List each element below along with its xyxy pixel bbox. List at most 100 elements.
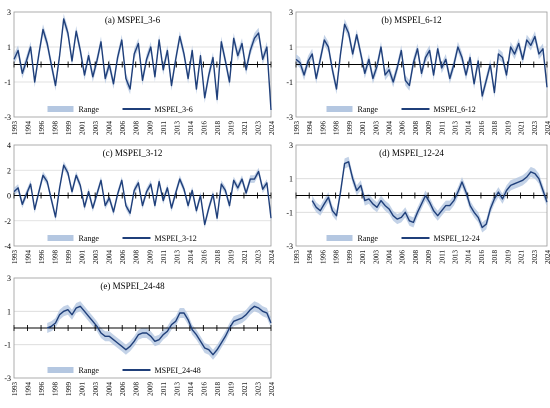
x-tick-label: 2018 [491, 250, 499, 265]
x-tick-label: 1994 [25, 382, 33, 397]
panel-title: (b) MSPEI_6-12 [381, 15, 441, 25]
x-tick-label: 2009 [425, 121, 433, 136]
y-tick-label: 3 [289, 8, 293, 17]
y-tick-label: -1 [4, 341, 11, 350]
x-tick-label: 2011 [160, 250, 168, 264]
x-tick-label: 2006 [399, 250, 407, 265]
legend-range-swatch [47, 367, 74, 373]
x-tick-label: 2008 [412, 250, 420, 265]
x-tick-label: 2006 [119, 250, 127, 265]
x-tick-label: 1996 [319, 250, 327, 265]
x-tick-label: 2008 [412, 121, 420, 136]
x-tick-label: 2001 [79, 382, 87, 397]
x-tick-label: 2001 [359, 121, 367, 136]
x-tick-label: 2004 [106, 250, 114, 265]
x-tick-label: 1994 [25, 250, 33, 265]
x-tick-label: 1993 [11, 382, 19, 397]
x-tick-label: 1999 [65, 250, 73, 265]
y-tick-label: -1 [286, 208, 293, 217]
x-tick-label: 2003 [92, 121, 100, 136]
legend-range-swatch [326, 106, 353, 112]
x-tick-label: 2013 [452, 250, 460, 265]
x-tick-label: 2014 [187, 382, 195, 397]
x-tick-label: 1999 [65, 382, 73, 397]
x-tick-label: 2008 [133, 121, 141, 136]
x-tick-label: 2009 [425, 250, 433, 265]
x-tick-label: 2016 [200, 382, 208, 397]
x-tick-label: 2024 [268, 382, 276, 397]
y-tick-label: 3 [7, 8, 11, 17]
x-tick-label: 2024 [268, 121, 276, 136]
x-tick-label: 1998 [52, 382, 60, 397]
legend-range-label: Range [79, 234, 100, 243]
y-tick-label: -3 [4, 374, 11, 383]
series-line [295, 23, 548, 97]
y-tick-label: 1 [289, 43, 293, 52]
x-tick-label: 2018 [214, 250, 222, 265]
x-tick-label: 2013 [173, 121, 181, 136]
x-tick-label: 2019 [227, 382, 235, 397]
legend-line-label: MSPEI_12-24 [434, 234, 480, 243]
legend-range-swatch [47, 235, 74, 241]
x-tick-label: 2009 [146, 121, 154, 136]
panel-title: (a) MSPEI_3-6 [105, 15, 161, 25]
x-tick-label: 2004 [106, 121, 114, 136]
x-tick-label: 2021 [518, 121, 526, 136]
series-line [13, 164, 272, 226]
x-tick-label: 2016 [200, 250, 208, 265]
x-tick-label: 1999 [346, 121, 354, 136]
x-tick-label: 1993 [293, 121, 301, 136]
y-tick-label: 2 [7, 166, 11, 175]
x-tick-label: 1993 [11, 250, 19, 265]
x-tick-label: 2021 [241, 121, 249, 136]
x-tick-label: 2021 [241, 382, 249, 397]
x-tick-label: 2008 [133, 382, 141, 397]
legend-range-label: Range [358, 234, 379, 243]
chart-panel-2: -3 -1 1 3 1993 1994 1996 1998 1999 2001 2003 2004 20… [286, 8, 550, 135]
legend-range-label: Range [79, 105, 100, 114]
y-tick-label: -1 [4, 78, 11, 87]
x-tick-label: 2003 [92, 250, 100, 265]
x-tick-label: 2024 [544, 250, 550, 265]
x-tick-label: 2003 [372, 250, 380, 265]
x-tick-label: 2011 [160, 121, 168, 135]
y-tick-label: 1 [289, 175, 293, 184]
x-tick-label: 2001 [79, 250, 87, 265]
range-band [312, 156, 547, 233]
x-tick-label: 2004 [385, 121, 393, 136]
x-tick-label: 2021 [518, 250, 526, 265]
range-band [296, 19, 547, 102]
y-tick-label: 1 [7, 307, 11, 316]
legend-line-label: MSPEI_3-6 [155, 105, 193, 114]
x-tick-label: 2009 [146, 250, 154, 265]
panel-title: (c) MSPEI_3-12 [103, 148, 163, 158]
x-tick-label: 1998 [52, 250, 60, 265]
x-tick-label: 1998 [333, 250, 341, 265]
x-tick-label: 2018 [491, 121, 499, 136]
y-tick-label: -3 [286, 113, 293, 122]
x-tick-label: 2018 [214, 382, 222, 397]
x-tick-label: 2004 [385, 250, 393, 265]
x-tick-label: 1994 [306, 250, 314, 265]
x-tick-label: 2024 [268, 250, 276, 265]
x-tick-label: 2023 [254, 121, 262, 136]
chart-panel-4: -3 -1 1 3 1993 1994 1996 1998 1999 2001 2003 2004 20… [286, 141, 550, 264]
x-tick-label: 2013 [452, 121, 460, 136]
x-tick-label: 1993 [11, 121, 19, 136]
x-tick-label: 2003 [372, 121, 380, 136]
y-tick-label: 3 [289, 141, 293, 150]
y-tick-label: 1 [7, 43, 11, 52]
panel-title: (d) MSPEI_12-24 [379, 148, 444, 158]
x-tick-label: 2023 [531, 121, 539, 136]
legend-line-label: MSPEI_6-12 [434, 105, 476, 114]
series-line [311, 161, 548, 229]
x-tick-label: 2003 [92, 382, 100, 397]
panel-title: (e) MSPEI_24-48 [100, 281, 165, 291]
x-tick-label: 2014 [187, 250, 195, 265]
x-tick-label: 2008 [133, 250, 141, 265]
x-tick-label: 1996 [38, 121, 46, 136]
x-tick-label: 2021 [241, 250, 249, 264]
x-tick-label: 1996 [38, 250, 46, 265]
x-tick-label: 2014 [465, 250, 473, 265]
